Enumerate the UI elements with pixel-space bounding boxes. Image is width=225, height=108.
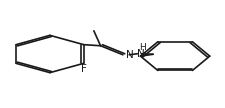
Text: N: N (126, 50, 134, 60)
Text: N: N (137, 49, 144, 59)
Text: H: H (139, 43, 146, 52)
Text: F: F (81, 64, 87, 74)
